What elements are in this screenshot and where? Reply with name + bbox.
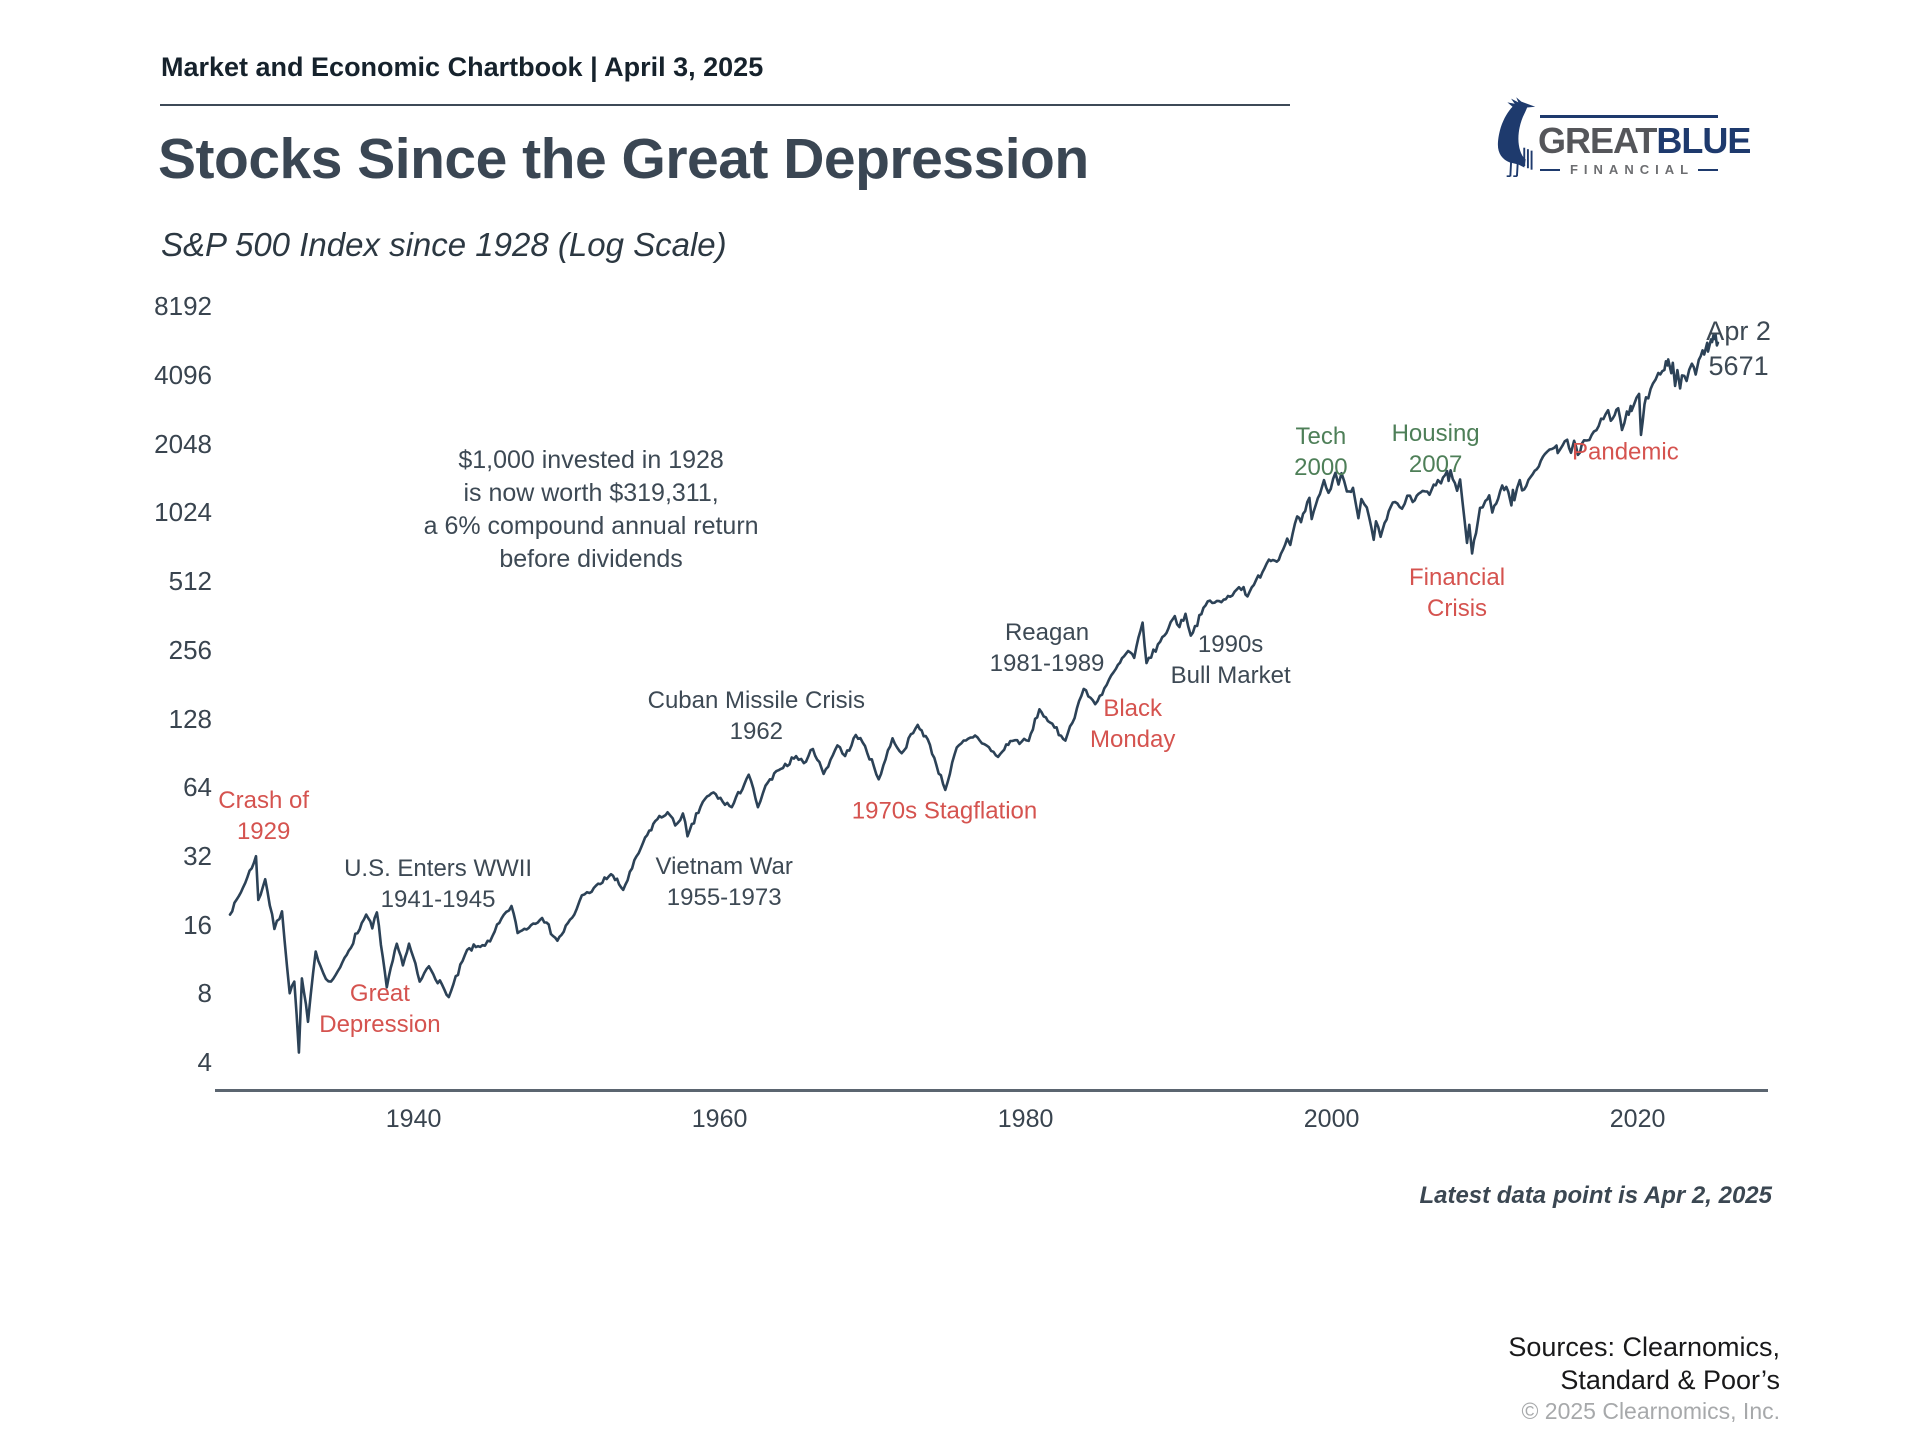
- latest-data-note: Latest data point is Apr 2, 2025: [1419, 1182, 1772, 1209]
- copyright-note: © 2025 Clearnomics, Inc.: [1521, 1398, 1780, 1424]
- annotation-line: 1981-1989: [989, 649, 1105, 677]
- annotation-line: Reagan: [1004, 618, 1090, 646]
- annotation-line: Great: [349, 980, 410, 1008]
- y-tick-label: 32: [183, 840, 212, 871]
- y-tick-label: 512: [168, 566, 212, 597]
- annotation-line: 5671: [1708, 350, 1769, 381]
- y-tick-label: 1024: [154, 497, 212, 528]
- annotation-line: Bull Market: [1170, 661, 1291, 689]
- y-tick-label: 8: [197, 978, 212, 1009]
- sources-line-2: Standard & Poor’s: [1560, 1365, 1780, 1395]
- y-tick-label: 128: [168, 703, 212, 734]
- annotation-line: $1,000 invested in 1928: [458, 445, 724, 474]
- y-tick-label: 8192: [154, 291, 212, 322]
- header-divider: [160, 104, 1290, 106]
- chartbook-header: Market and Economic Chartbook | April 3,…: [161, 52, 764, 82]
- annotation-line: Tech: [1295, 423, 1347, 451]
- x-tick-label: 1940: [385, 1105, 442, 1133]
- logo-rule-left: [1540, 168, 1560, 171]
- y-tick-label: 4: [197, 1047, 212, 1077]
- annotation-housing-2007: Housing 2007: [1392, 418, 1480, 480]
- logo-top-rule: [1540, 115, 1718, 118]
- annotation-stagflation-1970s: 1970s Stagflation: [852, 795, 1037, 826]
- annotation-line: 1955-1973: [666, 883, 782, 911]
- annotation-line: 1990s: [1197, 630, 1264, 658]
- annotation-line: Cuban Missile Crisis: [647, 687, 866, 715]
- annotation-line: 1929: [236, 817, 291, 845]
- annotation-line: U.S. Enters WWII: [344, 854, 533, 882]
- annotation-line: Monday: [1089, 726, 1176, 754]
- logo-wordmark: GREATBLUE: [1538, 120, 1751, 162]
- annotation-cuban-missile-crisis: Cuban Missile Crisis 1962: [648, 685, 865, 747]
- annotation-pandemic: Pandemic: [1572, 436, 1679, 467]
- logo-financial-row: FINANCIAL: [1540, 162, 1719, 177]
- annotation-line: Apr 2: [1706, 315, 1771, 346]
- annotation-line: Pandemic: [1571, 438, 1679, 466]
- y-tick-label: 64: [183, 772, 212, 803]
- annotation-vietnam-war: Vietnam War 1955-1973: [655, 851, 792, 913]
- annotation-bull-market-1990s: 1990s Bull Market: [1171, 629, 1291, 691]
- annotation-line: 1970s Stagflation: [851, 797, 1038, 825]
- annotation-reagan: Reagan 1981-1989: [990, 617, 1105, 679]
- annotation-end-label: Apr 2 5671: [1706, 314, 1771, 384]
- x-tick-label: 2020: [1609, 1105, 1666, 1133]
- annotation-tech-2000: Tech 2000: [1294, 421, 1347, 483]
- annotation-line: Black: [1103, 695, 1163, 723]
- x-tick-label: 1960: [691, 1105, 748, 1133]
- annotation-us-enters-wwii: U.S. Enters WWII 1941-1945: [344, 853, 532, 915]
- great-blue-financial-logo: GREATBLUE FINANCIAL: [1492, 93, 1751, 185]
- page-subtitle: S&P 500 Index since 1928 (Log Scale): [161, 226, 727, 263]
- page-title: Stocks Since the Great Depression: [158, 127, 1089, 191]
- logo-word-great: GREAT: [1538, 120, 1657, 161]
- annotation-great-depression: Great Depression: [319, 978, 440, 1040]
- logo-rule-right: [1698, 168, 1719, 171]
- annotation-line: Depression: [319, 1011, 441, 1039]
- annotation-line: Crisis: [1427, 594, 1488, 622]
- sp500-series-line: [228, 333, 1720, 1054]
- annotation-line: a 6% compound annual return: [423, 511, 759, 540]
- heron-logo-icon: [1497, 97, 1536, 177]
- annotation-invested-note: $1,000 invested in 1928 is now worth $319…: [424, 444, 759, 576]
- annotation-line: 2007: [1408, 450, 1463, 478]
- y-tick-label: 256: [168, 634, 212, 665]
- y-tick-label: 2048: [154, 428, 212, 459]
- annotation-line: 2000: [1294, 454, 1348, 482]
- annotation-crash-of-1929: Crash of 1929: [218, 785, 309, 847]
- sources-line-1: Sources: Clearnomics,: [1508, 1332, 1780, 1362]
- annotation-line: 1941-1945: [380, 885, 496, 913]
- logo-word-blue: BLUE: [1656, 120, 1751, 161]
- logo-financial-label: FINANCIAL: [1569, 162, 1695, 177]
- x-axis-line: [215, 1089, 1768, 1092]
- y-tick-label: 16: [183, 909, 212, 940]
- y-tick-label: 4096: [154, 360, 212, 390]
- annotation-line: before dividends: [499, 544, 683, 573]
- x-tick-label: 1980: [997, 1105, 1054, 1133]
- annotation-line: Financial: [1409, 563, 1506, 591]
- annotation-line: Crash of: [218, 786, 310, 814]
- annotation-line: Housing: [1391, 419, 1480, 447]
- annotation-line: 1962: [729, 718, 784, 746]
- annotation-line: Vietnam War: [655, 852, 793, 880]
- x-tick-label: 2000: [1303, 1105, 1360, 1133]
- sources-note: Sources: Clearnomics, Standard & Poor’s: [1508, 1331, 1780, 1397]
- annotation-black-monday: Black Monday: [1090, 693, 1175, 755]
- annotation-line: is now worth $319,311,: [463, 478, 719, 507]
- annotation-financial-crisis: Financial Crisis: [1409, 562, 1505, 624]
